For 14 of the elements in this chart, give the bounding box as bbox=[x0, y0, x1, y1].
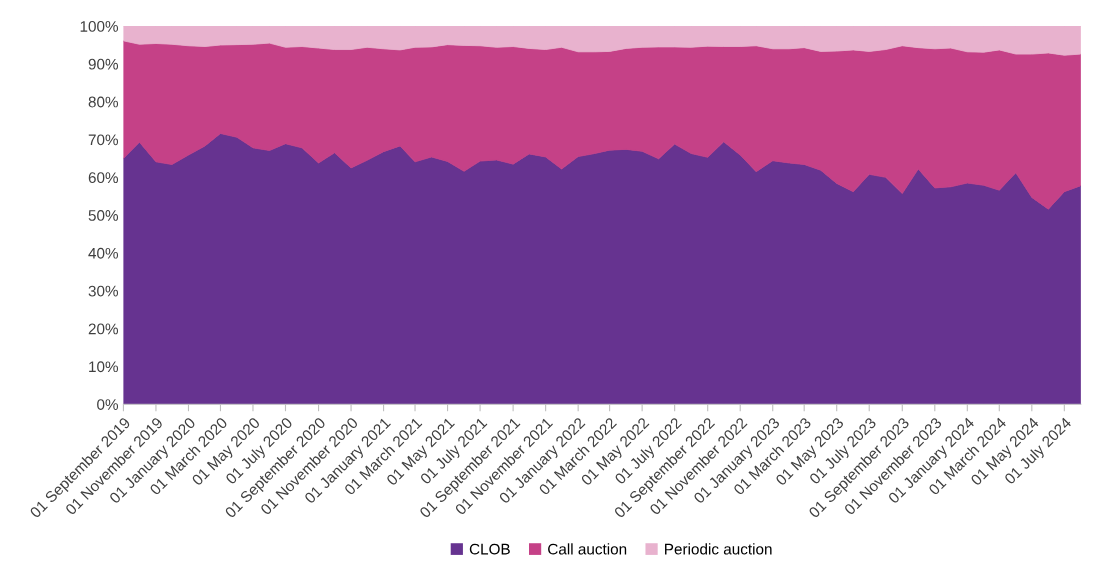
y-tick-label: 30% bbox=[88, 285, 119, 297]
y-tick-label: 40% bbox=[88, 247, 119, 259]
legend-label: CLOB bbox=[469, 543, 510, 555]
legend-label: Periodic auction bbox=[665, 543, 772, 555]
y-tick-label: 20% bbox=[88, 323, 119, 335]
y-tick-label: 50% bbox=[88, 210, 119, 221]
y-tick-label: 60% bbox=[88, 172, 119, 184]
y-tick-label: 70% bbox=[88, 134, 119, 146]
y-tick-label: 10% bbox=[89, 361, 119, 373]
legend-label: Call auction bbox=[548, 543, 627, 555]
y-tick-label: 100% bbox=[80, 20, 119, 32]
y-tick-label: 0% bbox=[97, 399, 119, 410]
y-tick-label: 90% bbox=[88, 58, 119, 70]
y-tick-label: 80% bbox=[88, 96, 119, 108]
